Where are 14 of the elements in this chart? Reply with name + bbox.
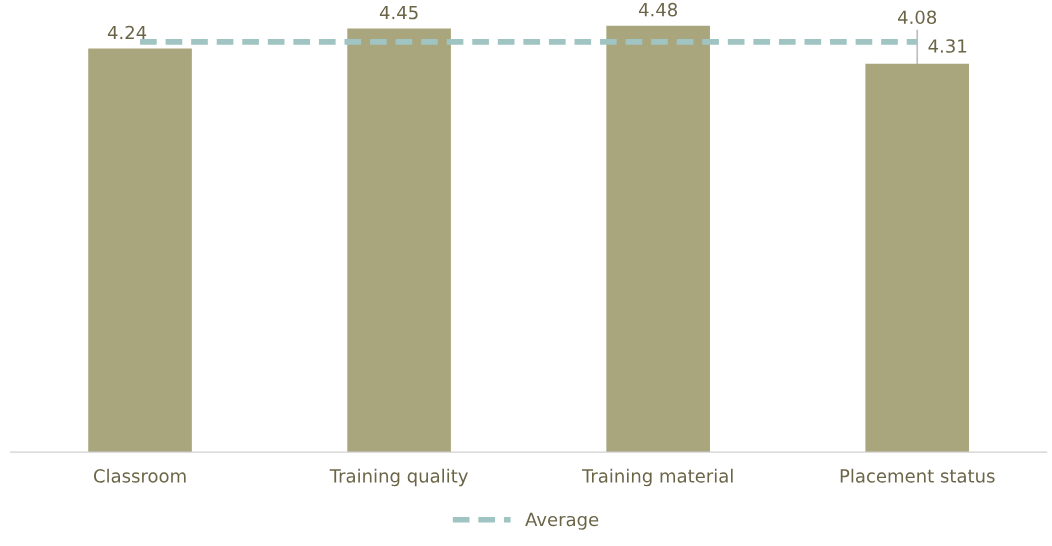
bar — [865, 63, 970, 453]
data-label: 4.24 — [107, 25, 147, 40]
data-label: 4.31 — [928, 39, 967, 53]
data-label: 4.48 — [638, 2, 678, 17]
x-tick-label: Classroom — [93, 468, 186, 483]
legend-label: Average — [525, 512, 599, 530]
data-label: 4.08 — [897, 10, 937, 25]
x-tick-label: Placement status — [840, 468, 995, 483]
x-tick-label: Training quality — [329, 468, 468, 487]
bar — [88, 48, 192, 453]
bar — [347, 28, 451, 453]
data-label: 4.45 — [379, 5, 418, 20]
bar — [606, 25, 710, 453]
x-tick-label: Training material — [581, 468, 733, 487]
